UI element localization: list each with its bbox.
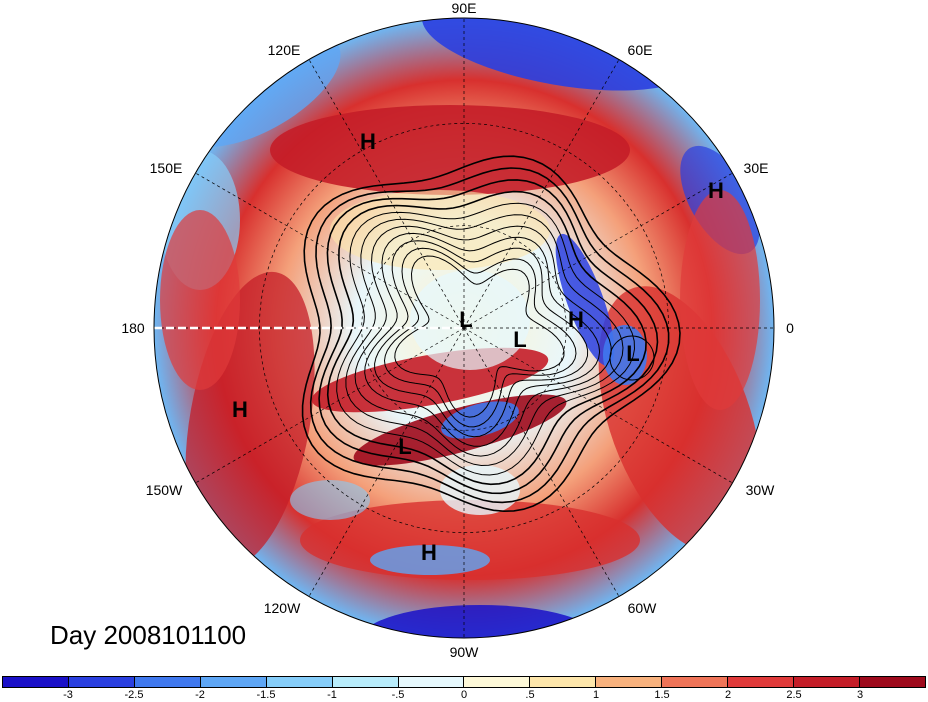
lon-label-90e: 90E — [451, 0, 477, 16]
colorbar-segment — [464, 677, 531, 687]
lon-label-120w: 120W — [263, 600, 301, 616]
map-title: Day 2008101100 — [50, 620, 247, 650]
colorbar-segment — [859, 677, 925, 687]
colorbar-segment — [662, 677, 729, 687]
colorbar-tick-label: -2.5 — [124, 689, 144, 701]
lon-label-0: 0 — [786, 320, 794, 336]
colorbar-tick-label: 0 — [460, 689, 468, 701]
colorbar-segment — [332, 677, 399, 687]
low-pressure-marker: L — [398, 434, 412, 459]
colorbar-segment — [794, 677, 860, 687]
lon-label-60e: 60E — [627, 42, 653, 58]
colorbar-tick-label: -1.5 — [256, 689, 276, 701]
high-pressure-marker: H — [360, 129, 376, 154]
polar-map — [153, 17, 775, 639]
colorbar-segment — [3, 677, 69, 687]
high-pressure-marker: H — [421, 540, 437, 565]
colorbar-segment — [134, 677, 201, 687]
colorbar-segment — [398, 677, 465, 687]
low-pressure-marker: L — [513, 327, 527, 352]
lon-label-60w: 60W — [627, 600, 657, 616]
colorbar-tick-label: 3 — [856, 689, 864, 701]
low-pressure-marker: L — [626, 341, 640, 366]
colorbar-tick-label: -.5 — [391, 689, 405, 701]
lon-label-30e: 30E — [743, 160, 769, 176]
lon-label-180: 180 — [121, 320, 145, 336]
lon-label-120e: 120E — [267, 42, 301, 58]
colorbar-tick-label: 1.5 — [654, 689, 670, 701]
colorbar-tick-label: 1 — [592, 689, 600, 701]
map-boundary — [153, 17, 775, 639]
colorbar-tick-label: -1 — [327, 689, 337, 701]
lon-label-150e: 150E — [149, 160, 183, 176]
height-contours — [301, 155, 681, 513]
colorbar-tick-label: 2 — [724, 689, 732, 701]
colorbar-segment — [596, 677, 663, 687]
graticule — [154, 18, 774, 638]
colorbar-segment — [200, 677, 267, 687]
lon-label-30w: 30W — [745, 482, 775, 498]
colorbar-tick-label: 2.5 — [786, 689, 802, 701]
colorbar-segment — [68, 677, 135, 687]
high-pressure-marker: H — [232, 397, 248, 422]
colorbar-segment — [266, 677, 333, 687]
low-pressure-marker: L — [459, 307, 473, 332]
colorbar — [2, 676, 926, 688]
colorbar-tick-label: .5 — [525, 689, 535, 701]
colorbar-tick-label: -3 — [63, 689, 73, 701]
colorbar-segment — [728, 677, 795, 687]
high-pressure-marker: H — [708, 178, 724, 203]
colorbar-tick-label: -2 — [195, 689, 205, 701]
high-pressure-marker: H — [568, 307, 584, 332]
lon-label-150w: 150W — [145, 482, 183, 498]
lon-label-90w: 90W — [449, 644, 479, 660]
colorbar-segment — [530, 677, 597, 687]
